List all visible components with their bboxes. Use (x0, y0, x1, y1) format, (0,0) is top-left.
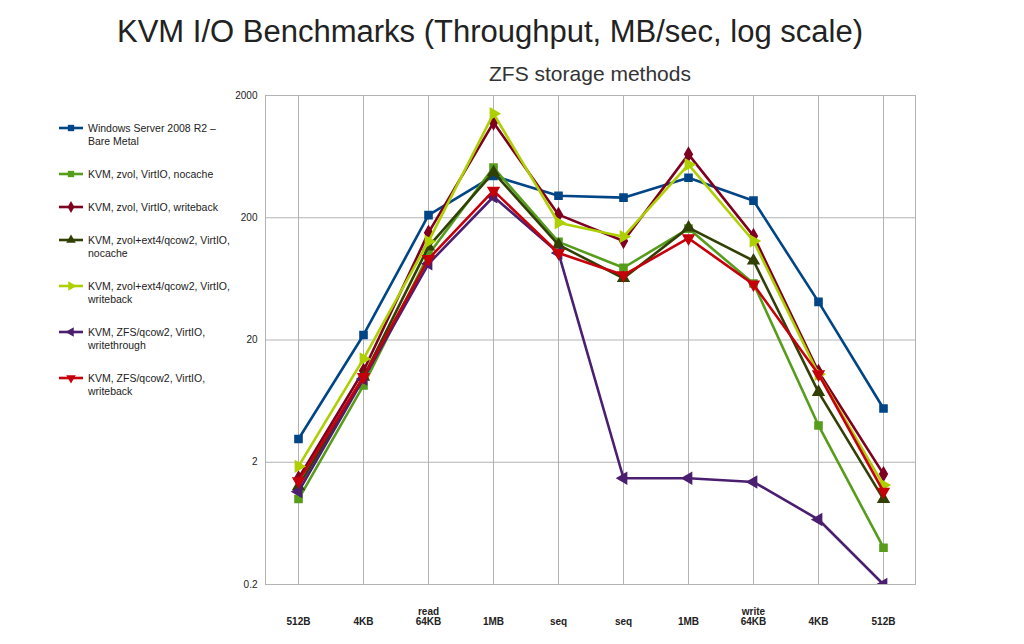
html-text:KVM, ZFS/qcow2, VirtIO, writeb: KVM, ZFS/qcow2, VirtIO, writeback (88, 372, 206, 397)
svg-text:512B: 512B (287, 616, 311, 627)
html-text:KVM, zvol+ext4/qcow2, VirtIO,: KVM, zvol+ext4/qcow2, VirtIO, writeback (88, 280, 230, 305)
svg-text:4KB: 4KB (808, 616, 828, 627)
html-text:KVM, zvol, VirtIO, nocache: KVM, zvol, VirtIO, nocache (88, 168, 214, 180)
svg-text:200: 200 (241, 212, 258, 223)
html-text:KVM, ZFS/qcow2, VirtIO, writet: KVM, ZFS/qcow2, VirtIO, writethrough (88, 326, 206, 351)
html-text:KVM, zvol+ext4/qcow2, VirtIO,: KVM, zvol+ext4/qcow2, VirtIO, nocache (88, 234, 230, 259)
svg-text:4KB: 4KB (353, 616, 373, 627)
svg-text:1MB: 1MB (678, 616, 699, 627)
svg-text:512B: 512B (872, 616, 896, 627)
svg-text:2000: 2000 (235, 90, 258, 101)
html-text:KVM I/O Benchmarks (Throughput: KVM I/O Benchmarks (Throughput, MB/sec, … (117, 14, 863, 49)
html-text:KVM, zvol, VirtIO, writeback: KVM, zvol, VirtIO, writeback (88, 201, 218, 213)
svg-text:2: 2 (252, 456, 258, 467)
svg-text:seq: seq (615, 616, 632, 627)
svg-text:write64KB: write64KB (741, 606, 767, 627)
svg-text:20: 20 (246, 334, 258, 345)
svg-text:1MB: 1MB (483, 616, 504, 627)
svg-text:read64KB: read64KB (416, 606, 442, 627)
html-text:Windows Server 2008 R2 – Bare: Windows Server 2008 R2 – Bare Metal (88, 122, 216, 147)
svg-text:seq: seq (550, 616, 567, 627)
html-text:ZFS storage methods: ZFS storage methods (489, 62, 691, 85)
svg-text:0.2: 0.2 (244, 579, 258, 590)
